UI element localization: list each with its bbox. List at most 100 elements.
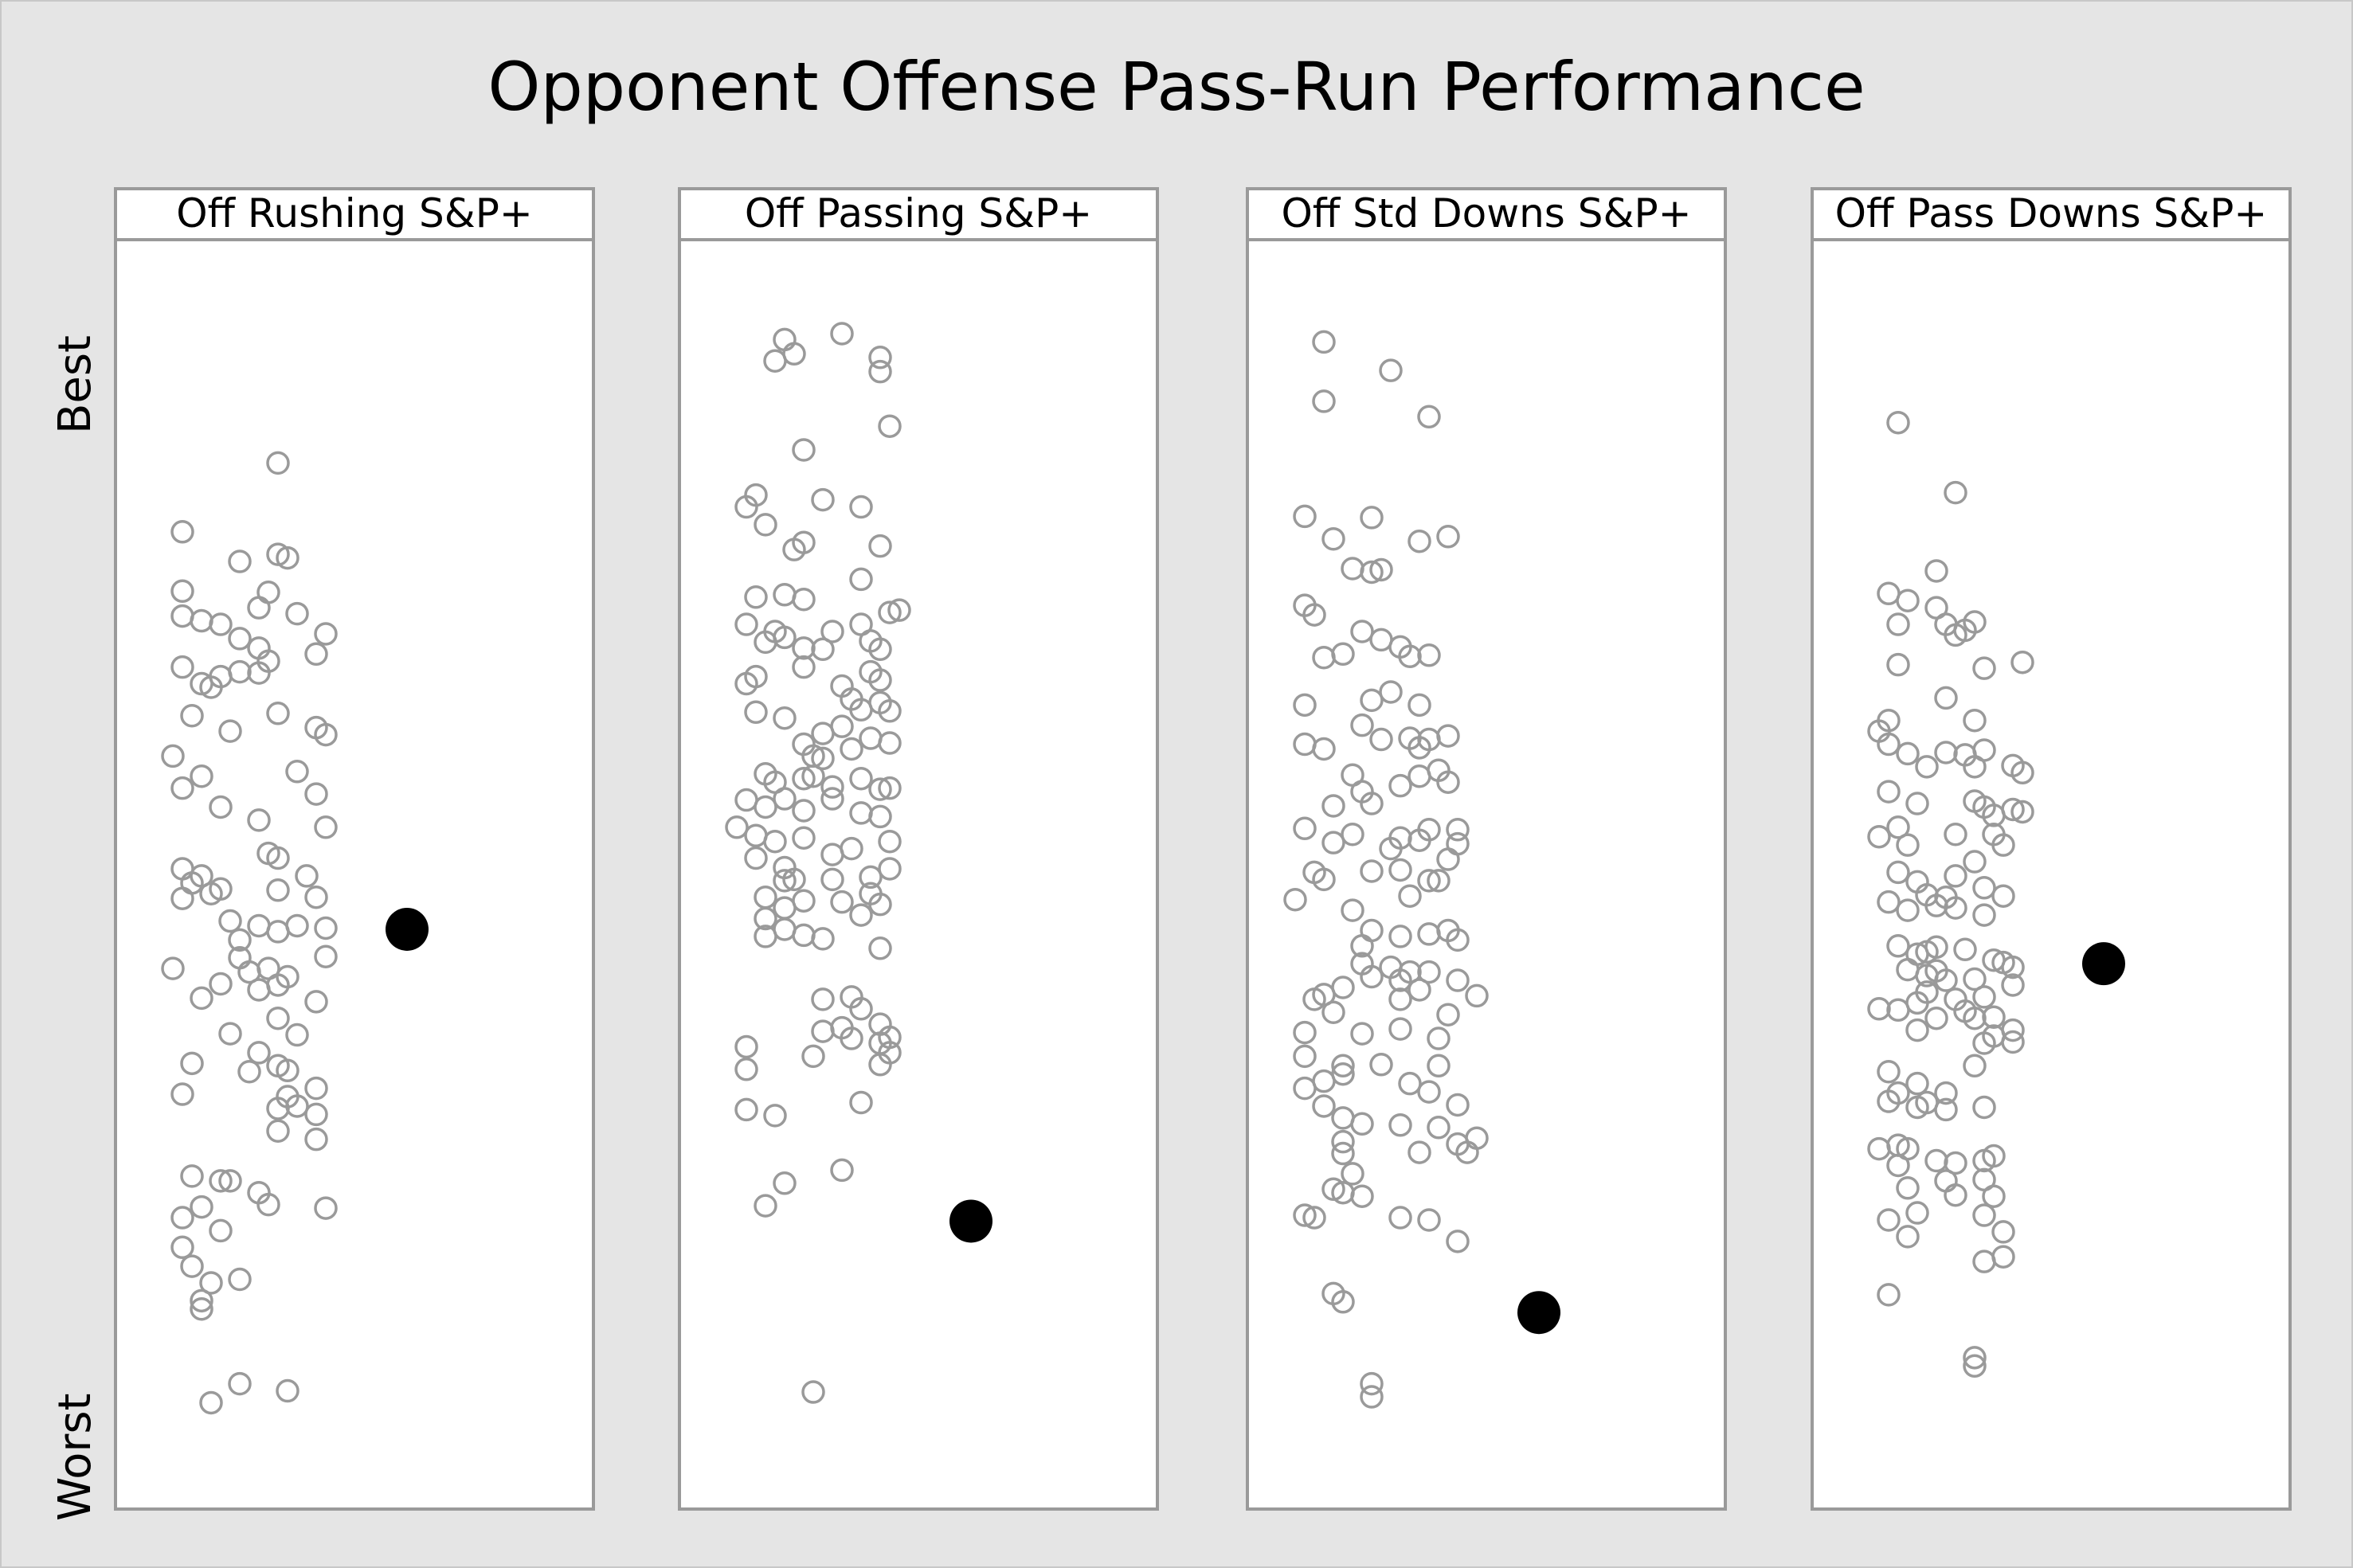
data-point	[1350, 1184, 1374, 1208]
data-point	[1388, 1017, 1412, 1041]
data-point	[1388, 987, 1412, 1011]
highlight-point	[949, 1199, 992, 1243]
data-point	[1331, 642, 1355, 667]
data-point	[792, 587, 816, 612]
data-point	[1417, 643, 1441, 667]
data-point	[1972, 656, 1996, 680]
data-point	[1360, 506, 1384, 530]
data-point	[1896, 588, 1920, 612]
data-point	[314, 722, 338, 747]
data-point	[754, 925, 777, 948]
data-point	[228, 627, 252, 651]
data-point	[1436, 724, 1460, 748]
data-point	[1341, 823, 1364, 847]
panel: Off Std Downs S&P+	[1246, 187, 1727, 1511]
data-point	[1455, 1140, 1479, 1164]
data-point	[1427, 1116, 1451, 1140]
data-point	[266, 1097, 290, 1120]
data-point	[1924, 935, 1948, 960]
data-point	[773, 869, 797, 893]
data-point	[1944, 1183, 1967, 1207]
data-point	[1427, 869, 1451, 893]
data-point	[285, 760, 309, 784]
data-point	[1293, 504, 1317, 529]
data-point	[725, 815, 749, 839]
data-point	[773, 625, 797, 650]
data-point	[2001, 973, 2025, 997]
data-point	[1283, 887, 1307, 912]
data-point	[1417, 960, 1441, 984]
data-point	[792, 889, 816, 913]
data-point	[199, 1390, 223, 1415]
data-point	[1867, 1136, 1891, 1161]
data-point	[1934, 686, 1958, 710]
data-point	[1360, 560, 1384, 585]
data-point	[1446, 1230, 1470, 1253]
data-point	[1360, 792, 1384, 815]
data-point	[1905, 1071, 1929, 1096]
data-point	[1407, 1140, 1431, 1164]
data-point	[1302, 603, 1326, 627]
data-point	[1350, 934, 1374, 958]
data-point	[1963, 1354, 1987, 1378]
data-point	[1360, 1385, 1384, 1409]
data-point	[1407, 978, 1431, 1002]
data-point	[1972, 876, 1996, 900]
data-point	[1312, 867, 1336, 892]
data-point	[1886, 1153, 1910, 1178]
data-point	[218, 909, 242, 933]
panel-frame	[678, 238, 1159, 1511]
data-point	[1963, 755, 1987, 779]
data-point	[820, 620, 844, 643]
data-point	[1972, 985, 1996, 1009]
panel: Off Rushing S&P+	[114, 187, 595, 1511]
data-point	[256, 956, 280, 980]
data-point	[887, 598, 911, 622]
data-point	[295, 864, 319, 888]
data-point	[754, 1194, 777, 1218]
data-point	[304, 782, 328, 806]
data-point	[1321, 1000, 1345, 1024]
data-point	[1360, 688, 1384, 713]
data-point	[773, 706, 797, 730]
data-point	[1877, 1060, 1901, 1084]
data-point	[1446, 928, 1470, 952]
data-point	[801, 764, 825, 788]
data-point	[1982, 1144, 2006, 1168]
data-point	[1886, 998, 1910, 1023]
data-point	[285, 913, 309, 938]
data-point	[304, 1076, 328, 1101]
highlight-point	[1517, 1291, 1560, 1335]
data-point	[1915, 755, 1939, 779]
data-point	[1350, 713, 1374, 737]
data-point	[314, 916, 338, 940]
data-point	[266, 846, 290, 870]
data-point	[170, 579, 194, 604]
chart-title: Opponent Offense Pass-Run Performance	[487, 48, 1866, 126]
data-point	[744, 700, 768, 725]
data-point	[1350, 1022, 1374, 1046]
data-point	[1369, 557, 1393, 582]
data-point	[1331, 1054, 1355, 1078]
data-point	[1446, 1093, 1470, 1117]
data-point	[209, 1218, 233, 1243]
data-point	[190, 1195, 213, 1219]
data-point	[1896, 1176, 1920, 1200]
data-point	[849, 495, 873, 519]
data-point	[878, 857, 902, 881]
data-point	[754, 906, 777, 931]
data-point	[782, 867, 806, 892]
data-point	[1360, 859, 1384, 883]
data-point	[1963, 967, 1987, 991]
data-point	[228, 928, 252, 952]
data-point	[734, 495, 758, 519]
data-point	[1312, 1094, 1336, 1118]
data-point	[1877, 1208, 1901, 1232]
data-point	[878, 699, 902, 723]
data-point	[1417, 869, 1441, 893]
data-point	[304, 990, 328, 1014]
data-point	[868, 359, 892, 384]
data-point	[1417, 405, 1441, 429]
data-point	[1321, 831, 1345, 854]
panel-title: Off Passing S&P+	[745, 190, 1092, 237]
